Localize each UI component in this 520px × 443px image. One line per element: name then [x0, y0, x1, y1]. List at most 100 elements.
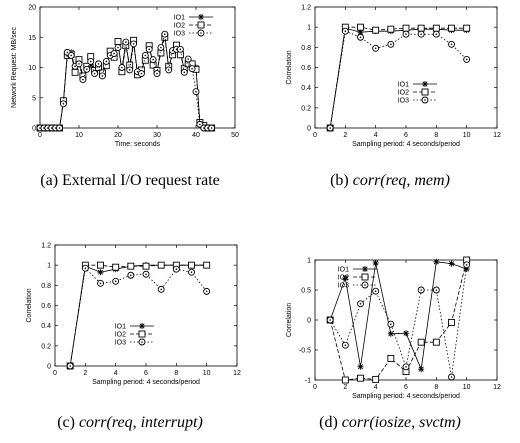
chart-c-xtick-label: 6 [144, 370, 148, 377]
chart-d-point-io3 [417, 286, 425, 294]
chart-b-xtick-label: 12 [493, 132, 501, 139]
chart-c-point-io3 [203, 287, 211, 295]
chart-c-point-io3 [66, 362, 74, 370]
chart-a-point-io2 [71, 68, 79, 76]
chart-d-point-io2 [341, 376, 349, 384]
chart-a-point-io3 [122, 38, 130, 46]
chart-b-xtick-label: 6 [404, 132, 408, 139]
chart-b-point-io2 [463, 24, 471, 32]
chart-a-point-io3 [91, 70, 99, 78]
chart-a-point-io3 [192, 88, 200, 96]
chart-c-legend-label-io3: IO3 [115, 340, 126, 347]
chart-d-ytick-label: 1 [307, 258, 311, 265]
chart-d-xtick-label: 2 [343, 384, 347, 391]
chart-a-point-io3 [153, 70, 161, 78]
chart-a-point-io3 [114, 44, 122, 51]
chart-d-point-io3 [341, 341, 349, 349]
chart-d-point-io1 [357, 363, 364, 370]
chart-d-ytick-label: 0 [307, 318, 311, 325]
chart-a-point-io3 [176, 45, 184, 53]
caption-b-label: (b) [330, 172, 349, 189]
chart-b-xlabel: Sampling period: 4 seconds/period [352, 141, 460, 148]
chart-a-point-io3 [149, 56, 157, 64]
chart-a-point-io3 [79, 76, 87, 84]
chart-b-series-line-io1 [329, 27, 467, 129]
chart-a-xtick-label: 0 [38, 132, 42, 139]
chart-c-point-io2 [97, 261, 104, 269]
chart-c-xtick-label: 0 [53, 370, 57, 377]
chart-c-point-io1 [97, 269, 104, 276]
chart-a-ytick-label: 15 [28, 35, 36, 42]
chart-c-point-io2 [127, 262, 135, 270]
chart-d-plot: 0 2 4 6 8 10 12 -1 -0.5 0 0.5 1 Sampling period: 4 s… [286, 256, 501, 400]
chart-a-series-line-io3 [40, 34, 212, 129]
chart-c-legend-marker-io1 [139, 323, 145, 329]
chart-c-series-line-io1 [69, 264, 207, 367]
chart-b-point-io3 [372, 44, 380, 52]
chart-a-frame [39, 6, 236, 129]
chart-a-legend-label-io2: IO2 [174, 23, 185, 30]
chart-b-ylabel: Correlation [286, 50, 293, 84]
chart-b-point-io3 [341, 27, 349, 35]
chart-c-plot: 0 2 4 6 8 10 12 0 0.2 0.4 0.6 0.8 1 1.2 Sampling perio… [26, 243, 241, 387]
caption-c-label: (c) [57, 414, 75, 431]
chart-a-point-io3 [137, 70, 145, 78]
chart-a-ylabel: Network Request: MB/sec [11, 27, 18, 108]
chart-d-xtick-label: 0 [313, 384, 317, 391]
chart-a-point-io3 [141, 51, 149, 59]
caption-b: (b) corr(req, mem) [260, 172, 520, 190]
chart-b-series-line-io3 [329, 30, 467, 129]
chart-b-xtick-label: 10 [463, 132, 471, 139]
caption-c: (c) corr(req, interrupt) [0, 414, 260, 432]
chart-a-point-io3 [126, 66, 134, 74]
chart-a-point-io3 [95, 60, 102, 68]
chart-c-point-io3 [157, 285, 165, 293]
chart-d-point-io2 [372, 375, 380, 383]
caption-a-text: External I/O request rate [62, 172, 220, 189]
chart-a-point-io3 [87, 58, 95, 65]
chart-a-xtick-label: 40 [192, 132, 200, 139]
chart-a-point-io3 [188, 65, 196, 73]
chart-c-point-io3 [127, 271, 135, 279]
chart-c-xtick-label: 10 [203, 370, 211, 377]
chart-c-xlabel: Sampling period: 4 seconds/period [92, 379, 200, 386]
chart-d-ytick-label: -1 [305, 378, 311, 385]
chart-b-point-io3 [417, 30, 425, 38]
chart-a-point-io3 [157, 44, 165, 51]
chart-d-point-io3 [326, 316, 334, 324]
chart-c-ytick-label: 1 [47, 263, 51, 270]
chart-a-point-io3 [118, 64, 126, 71]
chart-a-ytick-label: 5 [32, 95, 36, 102]
caption-a-label: (a) [40, 172, 59, 189]
chart-a-point-io3 [67, 51, 75, 59]
chart-c-ytick-label: 0 [47, 364, 51, 371]
chart-d-series-line-io2 [329, 259, 468, 381]
chart-d-xtick-label: 8 [434, 384, 438, 391]
chart-b-xtick-label: 4 [374, 132, 378, 139]
chart-a-legend-marker-io1 [198, 14, 204, 20]
chart-panel-d: 0 2 4 6 8 10 12 -1 -0.5 0 0.5 1 Sampling period: 4 s… [260, 222, 520, 443]
chart-d-ytick-label: 0.5 [301, 288, 311, 295]
chart-b-ytick-label: 0 [307, 126, 311, 133]
chart-d-legend-marker-io1 [362, 266, 368, 272]
chart-c-point-io3 [142, 270, 150, 278]
chart-b-ytick-label: 0.4 [301, 85, 311, 92]
chart-c-ytick-label: 1.2 [41, 243, 51, 250]
chart-panel-a: 0 10 20 30 40 50 0 5 10 15 20 Time: seconds Network … [0, 0, 260, 222]
chart-d-legend-marker-io2 [361, 273, 369, 281]
chart-b-point-io2 [432, 24, 440, 32]
chart-d-legend-label-io2: IO2 [338, 275, 349, 282]
chart-b-legend-marker-io1 [422, 81, 428, 87]
chart-c-series-line-io3 [69, 267, 207, 367]
chart-d-point-io3 [387, 320, 395, 328]
chart-b-point-io2 [387, 25, 395, 33]
chart-b-plot: 0 2 4 6 8 10 12 0 0.2 0.4 0.6 0.8 1 1.2 Sampling perio… [286, 5, 501, 149]
chart-b-point-io3 [432, 30, 440, 38]
chart-d-point-io2 [432, 338, 440, 346]
chart-c-xtick-label: 4 [114, 370, 118, 377]
chart-d-point-io1 [342, 275, 349, 281]
chart-a-legend-label-io3: IO3 [174, 31, 185, 38]
chart-c-ytick-label: 0.2 [41, 343, 51, 350]
chart-d-xtick-label: 6 [404, 384, 408, 391]
chart-b-point-io3 [387, 40, 395, 48]
